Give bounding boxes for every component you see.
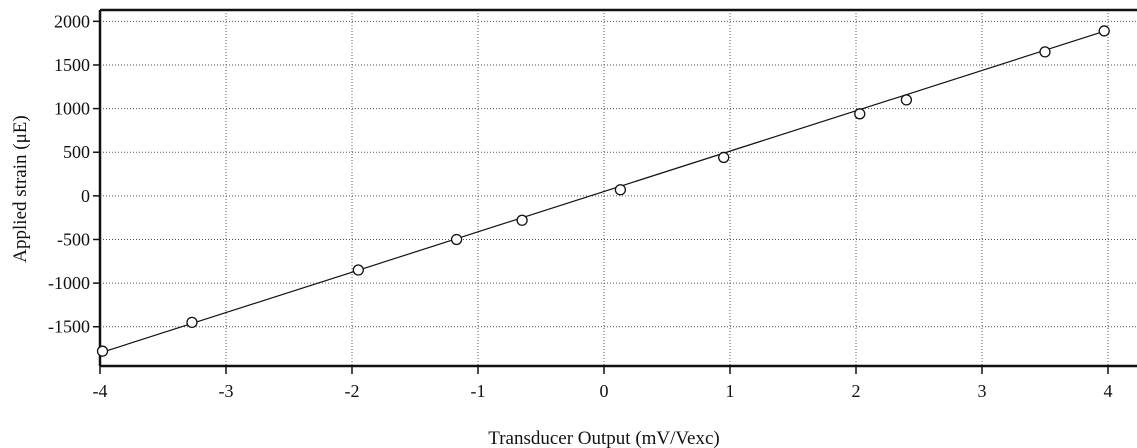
data-point bbox=[854, 108, 866, 120]
fit-line-layer bbox=[99, 29, 1109, 354]
data-point bbox=[1039, 46, 1051, 58]
axes bbox=[93, 8, 1137, 374]
y-axis-label: Applied strain (μE) bbox=[10, 115, 31, 262]
y-tick-label: -1500 bbox=[48, 317, 90, 337]
x-tick-label: 0 bbox=[600, 381, 609, 401]
data-point bbox=[1098, 25, 1110, 37]
y-tick-label: -1000 bbox=[48, 273, 90, 293]
data-point bbox=[96, 345, 109, 357]
x-tick-label: -4 bbox=[93, 381, 108, 401]
tick-labels: -4 -3 -2 -1 0 1 2 3 4 -1500 -1000 -500 0 500 1000 1500 2… bbox=[48, 11, 1113, 401]
x-tick-label: 1 bbox=[726, 381, 735, 401]
data-point bbox=[718, 151, 730, 164]
x-tick-label: -1 bbox=[471, 381, 486, 401]
x-tick-label: -2 bbox=[345, 381, 360, 401]
data-point bbox=[352, 264, 364, 276]
x-tick-label: 4 bbox=[1104, 381, 1113, 401]
y-tick-label: 0 bbox=[81, 186, 90, 206]
grid bbox=[100, 10, 1137, 366]
x-tick-label: 2 bbox=[852, 381, 861, 401]
x-axis-label: Transducer Output (mV/Vexc) bbox=[488, 428, 719, 448]
y-tick-label: 1500 bbox=[54, 55, 90, 75]
data-point bbox=[614, 184, 627, 196]
x-tick-label: -3 bbox=[219, 381, 234, 401]
data-point bbox=[516, 214, 528, 226]
y-tick-label: -500 bbox=[57, 229, 90, 249]
data-point bbox=[186, 316, 198, 329]
data-point bbox=[450, 233, 463, 246]
y-tick-label: 500 bbox=[63, 142, 90, 162]
y-tick-label: 1000 bbox=[54, 99, 90, 119]
fit-line bbox=[99, 29, 1109, 354]
data-points bbox=[96, 25, 1110, 357]
x-tick-label: 3 bbox=[978, 381, 987, 401]
data-point bbox=[900, 94, 913, 106]
y-tick-label: 2000 bbox=[54, 11, 90, 31]
